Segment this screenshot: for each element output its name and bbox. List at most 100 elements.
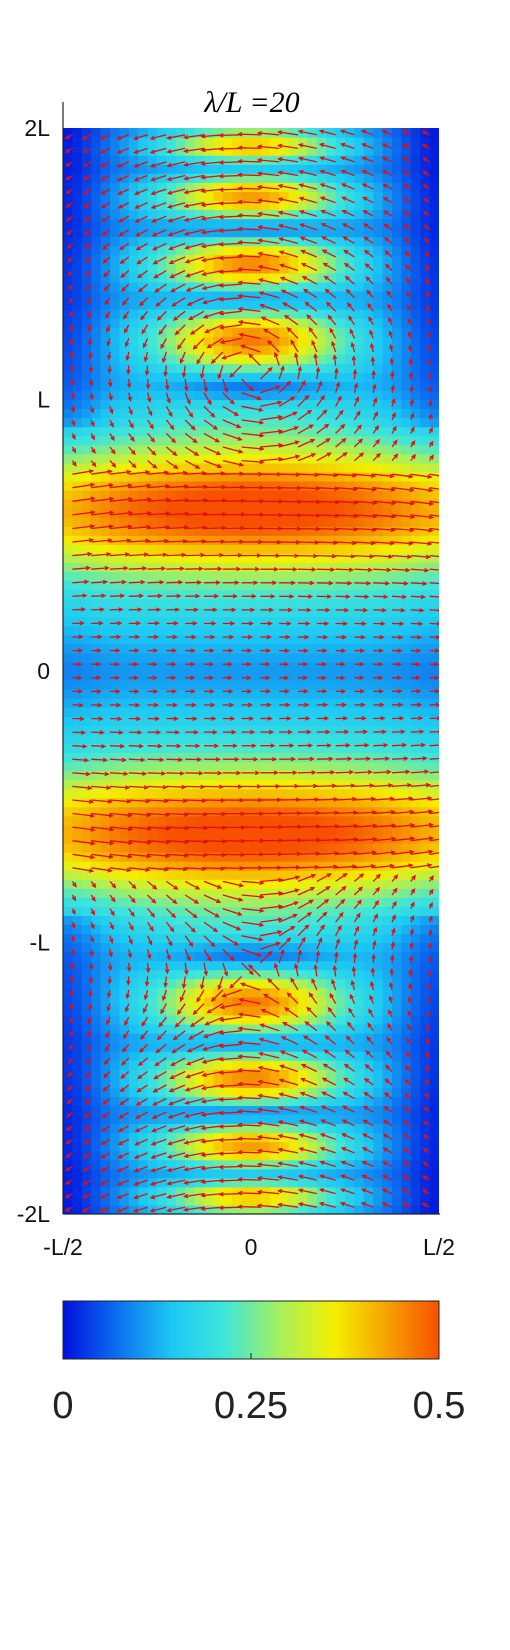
field-cell [298,164,308,174]
field-cell [185,345,196,355]
field-cell [420,453,431,464]
field-cell [100,788,111,799]
vector-arrow [117,1165,130,1172]
field-cell [410,263,421,274]
field-cell [345,1168,355,1179]
field-cell [260,969,271,980]
field-cell [241,1132,252,1143]
field-cell [429,607,439,618]
field-cell [429,155,439,165]
field-cell [175,218,186,229]
field-cell [307,842,318,853]
field-cell [91,616,102,627]
field-cell [260,1033,271,1043]
field-cell [204,598,214,609]
field-cell [128,480,139,491]
field-cell [213,245,224,256]
field-cell [204,734,214,744]
field-cell [72,299,83,310]
field-cell [251,924,261,935]
field-cell [204,155,214,165]
field-cell [157,290,167,301]
field-cell [166,806,177,817]
field-cell [63,1014,73,1025]
field-cell [110,689,120,699]
field-cell [420,272,431,283]
field-cell [222,652,233,663]
field-cell [410,517,421,527]
field-cell [63,354,73,364]
field-cell [298,399,308,410]
field-cell [260,960,271,971]
field-cell [298,625,308,636]
field-cell [335,1141,346,1152]
field-cell [382,517,393,527]
field-cell [138,309,149,319]
field-cell [326,562,337,573]
field-cell [166,299,177,310]
field-cell [81,1195,92,1206]
field-cell [260,345,271,355]
field-cell [204,1105,214,1116]
field-cell [185,842,196,853]
field-cell [185,770,196,781]
field-cell [316,634,327,645]
field-cell [288,652,299,663]
field-cell [138,987,149,998]
field-cell [110,1087,120,1097]
field-cell [100,155,111,165]
field-cell [138,336,149,346]
field-cell [166,480,177,491]
field-cell [157,471,167,482]
field-cell [222,607,233,618]
field-cell [382,1023,393,1034]
field-cell [100,960,111,971]
field-cell [354,227,365,238]
field-cell [326,634,337,645]
field-cell [307,616,318,627]
field-cell [288,1096,299,1106]
field-cell [241,182,252,192]
field-cell [373,978,384,989]
field-cell [373,725,384,735]
field-cell [429,254,439,265]
field-cell [335,951,346,962]
field-cell [401,661,412,672]
field-cell [335,299,346,310]
field-cell [410,987,421,998]
field-cell [307,1141,318,1152]
field-cell [307,490,318,500]
field-cell [298,1150,308,1161]
field-cell [222,164,233,174]
field-cell [194,571,205,582]
field-cell [100,444,111,455]
field-cell [420,354,431,364]
field-cell [194,707,205,717]
field-cell [279,1204,290,1214]
field-cell [63,1159,73,1170]
field-cell [81,1042,92,1052]
vector-arrowhead [422,1175,428,1180]
field-cell [72,200,83,211]
field-cell [175,607,186,618]
field-cell [345,417,355,428]
field-cell [63,716,73,726]
field-cell [316,824,327,835]
field-cell [222,173,233,183]
field-cell [401,906,412,916]
field-cell [335,399,346,410]
field-cell [100,390,111,401]
vector-arrow [134,1165,148,1172]
field-cell [429,987,439,998]
field-cell [363,960,374,971]
field-cell [316,888,327,898]
vector-arrowhead [381,1161,388,1166]
field-cell [345,870,355,880]
field-cell [194,372,205,382]
field-cell [157,1114,167,1125]
field-cell [119,245,130,256]
field-cell [147,526,158,536]
field-cell [72,978,83,989]
field-cell [410,1105,421,1116]
field-cell [420,146,431,156]
